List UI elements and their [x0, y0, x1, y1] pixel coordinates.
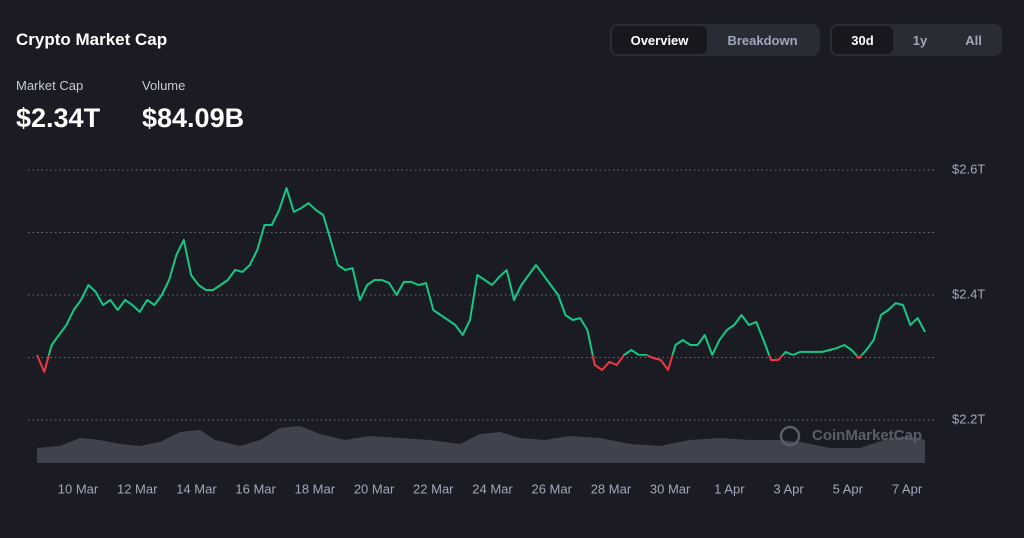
watermark: CoinMarketCap [812, 427, 922, 444]
stat: Volume $84.09B [142, 78, 244, 134]
stat: Market Cap $2.34T [16, 78, 100, 134]
tab[interactable]: All [965, 32, 982, 48]
x-tick-label: 7 Apr [892, 481, 923, 496]
x-tick-label: 14 Mar [176, 481, 217, 496]
x-tick-label: 10 Mar [58, 481, 99, 496]
x-tick-label: 22 Mar [413, 481, 454, 496]
tab[interactable]: 1y [912, 32, 928, 48]
x-tick-label: 26 Mar [531, 481, 572, 496]
price-line-up [37, 187, 926, 355]
watermark-logo [779, 425, 801, 447]
y-tick-label: $2.2T [952, 411, 985, 426]
x-tick-label: 3 Apr [773, 481, 804, 496]
x-tick-label: 12 Mar [117, 481, 158, 496]
y-tick-label: $2.4T [952, 286, 985, 301]
x-tick-label: 20 Mar [354, 481, 395, 496]
tab[interactable]: 30d [832, 26, 893, 54]
x-tick-label: 24 Mar [472, 481, 513, 496]
stat-value: $84.09B [142, 103, 245, 133]
range-tabs: 30d 1y All [830, 24, 1002, 56]
x-tick-label: 18 Mar [295, 481, 336, 496]
x-tick-label: 1 Apr [714, 481, 745, 496]
stat-value: $2.34T [16, 103, 101, 133]
stat-label: Volume [142, 78, 186, 93]
y-tick-label: $2.6T [952, 161, 985, 176]
x-tick-label: 5 Apr [833, 481, 864, 496]
tab[interactable]: Breakdown [727, 32, 798, 48]
stat-label: Market Cap [16, 78, 84, 93]
x-tick-label: 16 Mar [235, 481, 276, 496]
title: Crypto Market Cap [16, 30, 168, 49]
view-tabs: Overview Breakdown [610, 24, 820, 56]
tab[interactable]: Overview [612, 26, 707, 54]
x-tick-label: 30 Mar [650, 481, 691, 496]
price-line-down [36, 355, 864, 373]
volume-area [37, 426, 925, 463]
x-tick-label: 28 Mar [591, 481, 632, 496]
